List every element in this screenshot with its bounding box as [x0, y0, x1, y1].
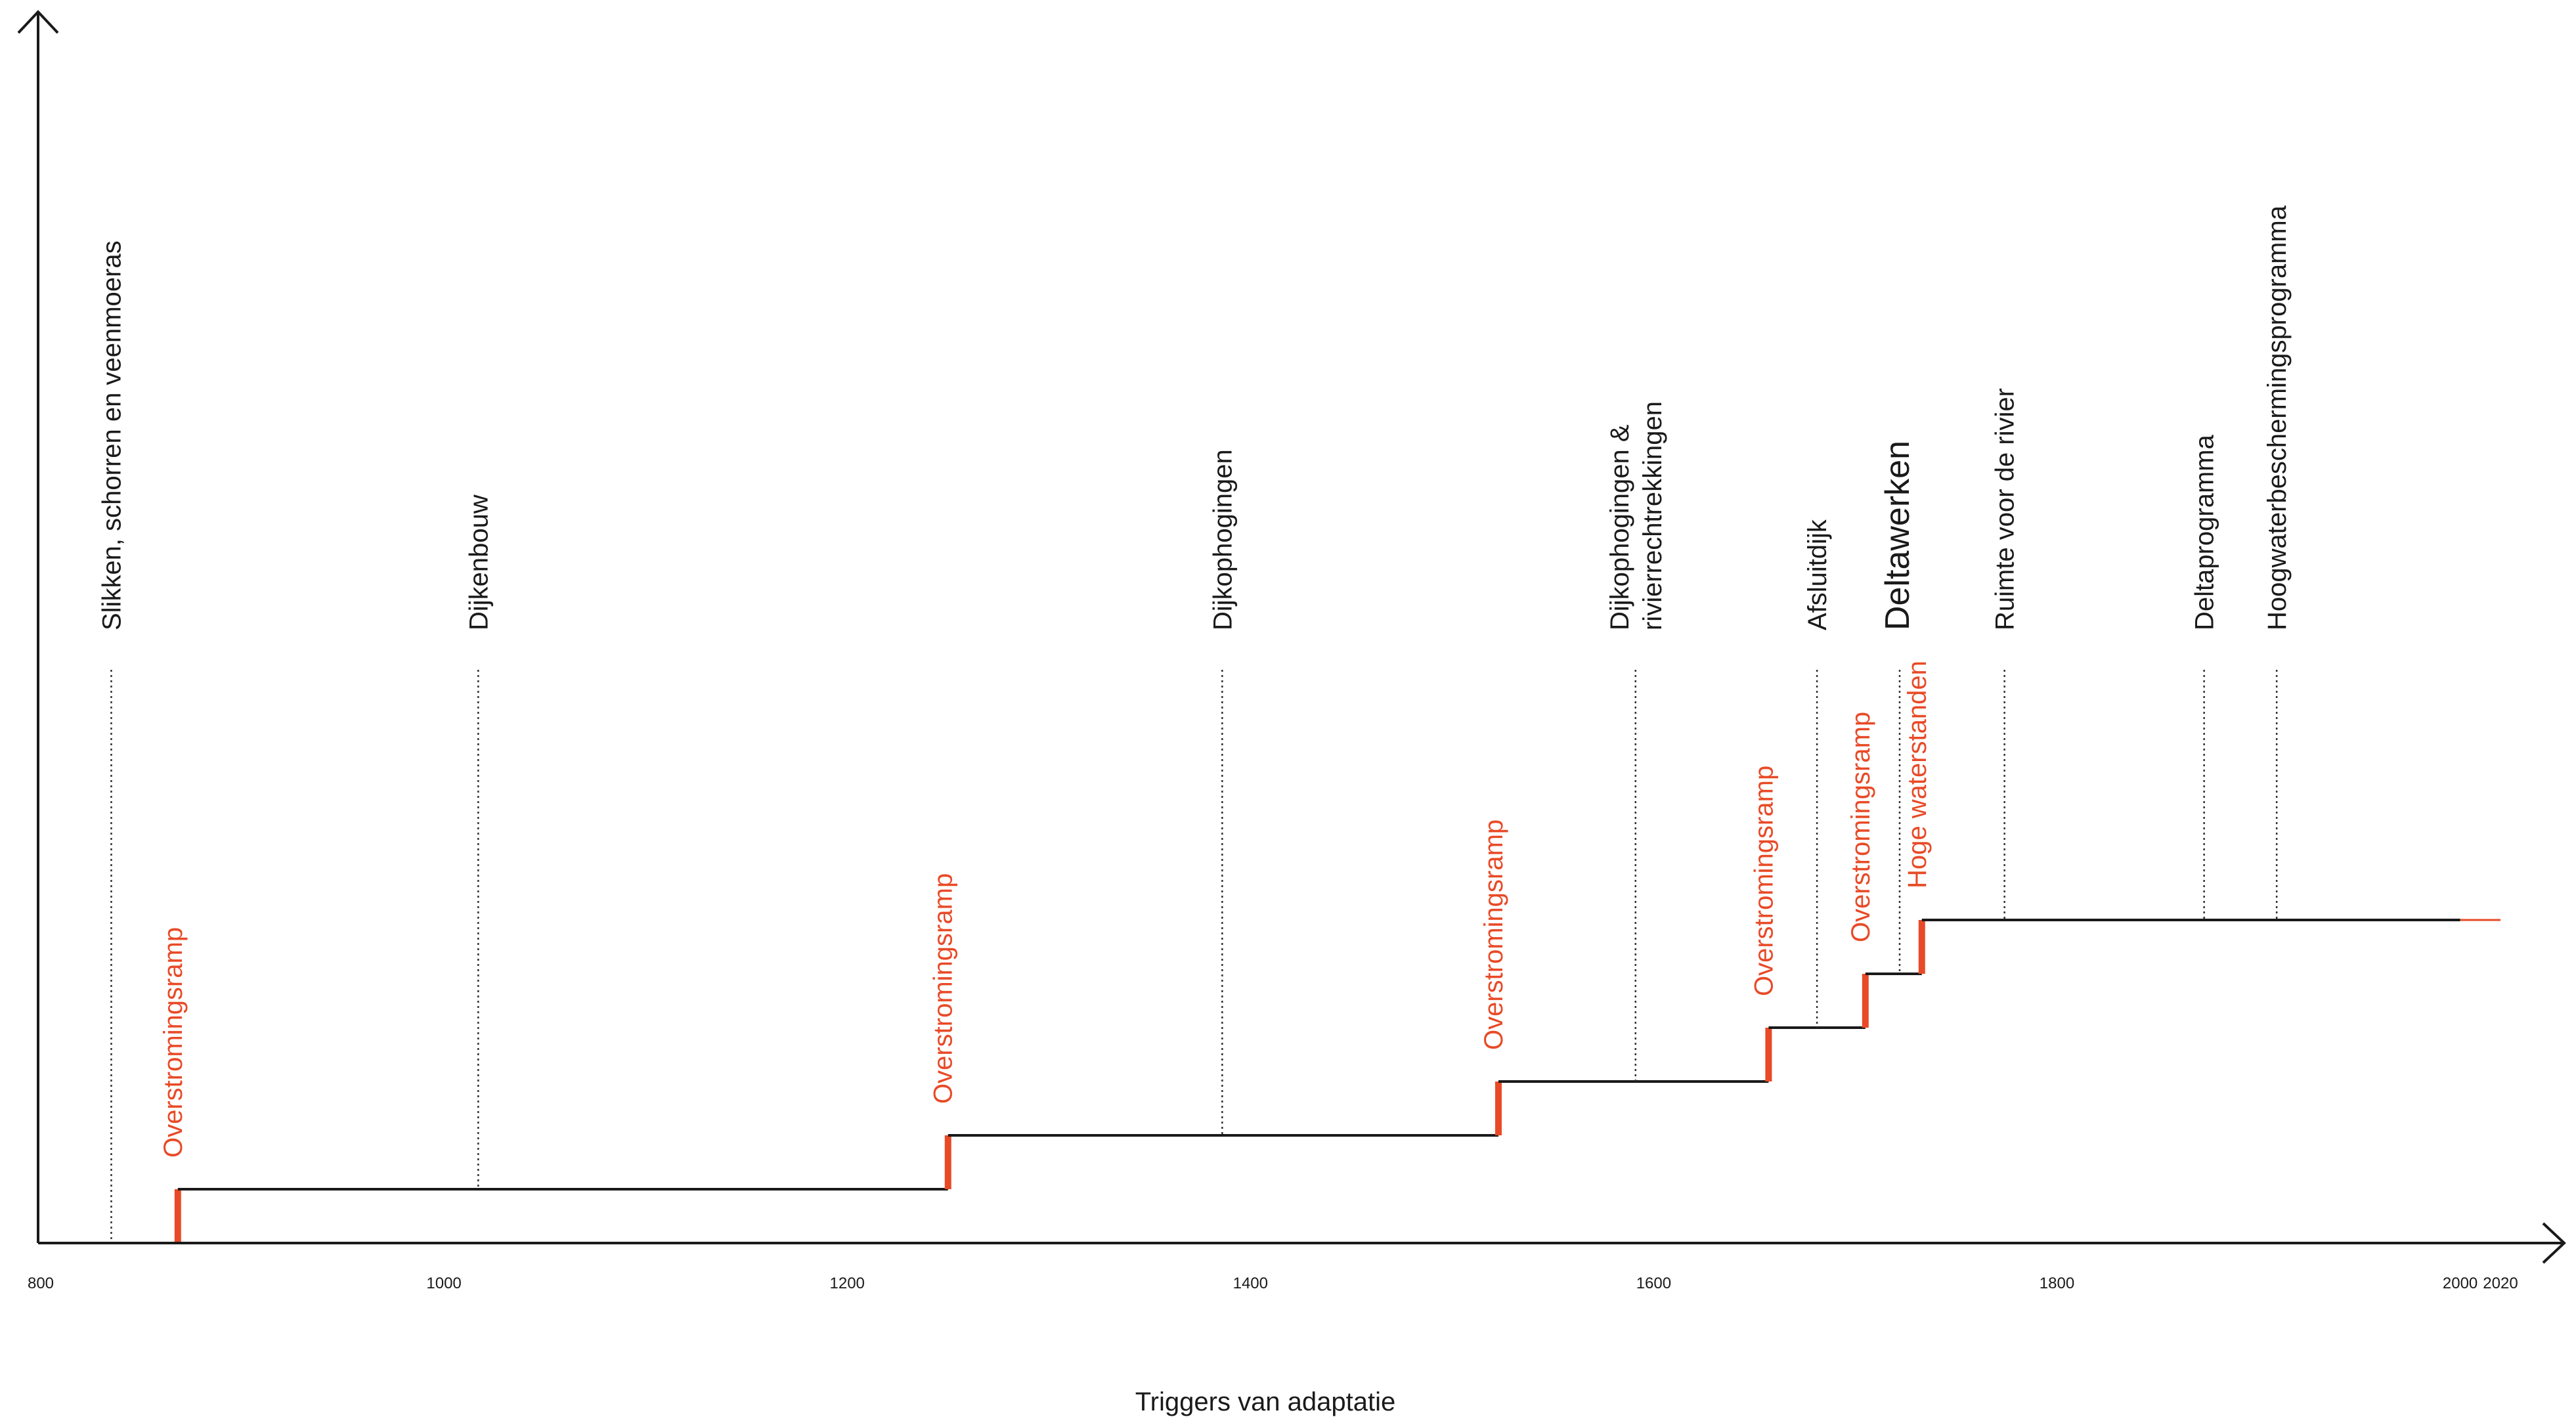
trigger-label: Overstromingsramp — [1749, 766, 1778, 996]
measure-label: Slikken, schorren en veenmoeras — [97, 240, 126, 630]
axes — [17, 10, 2566, 1264]
x-axis-title: Triggers van adaptatie — [1135, 1388, 1396, 1416]
x-tick-label: 1000 — [426, 1275, 461, 1292]
trigger-label: Hoge waterstanden — [1903, 661, 1932, 888]
measure-label: Deltaprogramma — [2191, 434, 2219, 630]
measure-label: Afsluitdijk — [1803, 519, 1832, 630]
measure-label: Dijkophogingen & — [1605, 424, 1634, 630]
measure-labels: Slikken, schorren en veenmoeras Dijkenbou… — [97, 205, 2292, 630]
x-tick-label: 2020 — [2483, 1275, 2518, 1292]
trigger-label: Overstromingsramp — [929, 873, 958, 1104]
measure-label: Ruimte voor de rivier — [1991, 388, 2020, 630]
trigger-label: Overstromingsramp — [159, 927, 188, 1158]
y-axis-arrow-icon — [17, 10, 59, 34]
x-tick-label: 800 — [28, 1275, 54, 1292]
trigger-labels: Overstromingsramp Overstromingsramp Overst… — [159, 661, 1932, 1158]
measure-label: rivierrechtrekkingen — [1638, 401, 1667, 630]
measure-label: Dijkophogingen — [1208, 449, 1237, 630]
measure-label: Hoogwaterbeschermingsprogramma — [2263, 205, 2292, 630]
x-tick-label: 2000 — [2443, 1275, 2478, 1292]
trigger-label: Overstromingsramp — [1479, 820, 1508, 1050]
measure-label: Deltawerken — [1879, 441, 1917, 630]
x-tick-label: 1600 — [1636, 1275, 1671, 1292]
measure-label: Dijkenbouw — [464, 494, 493, 630]
x-tick-label: 1400 — [1233, 1275, 1268, 1292]
x-tick-label: 1200 — [830, 1275, 865, 1292]
x-tick-labels: 800 1000 1200 1400 1600 1800 2000 2020 — [28, 1275, 2518, 1292]
step-line — [174, 919, 2500, 1243]
x-axis-arrow-icon — [2542, 1222, 2566, 1264]
measure-guides — [110, 670, 2278, 1243]
x-tick-label: 1800 — [2040, 1275, 2074, 1292]
trigger-label: Overstromingsramp — [1846, 712, 1875, 942]
